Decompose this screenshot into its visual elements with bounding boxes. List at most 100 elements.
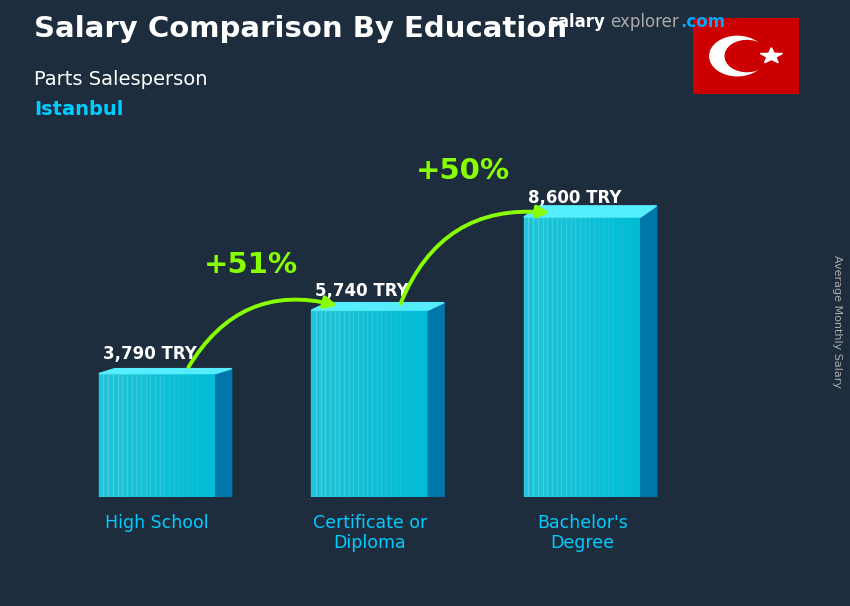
Bar xyxy=(386,310,391,497)
Bar xyxy=(410,310,414,497)
Polygon shape xyxy=(524,206,656,217)
Bar xyxy=(150,373,155,497)
Bar xyxy=(524,217,529,497)
Bar xyxy=(617,217,622,497)
Polygon shape xyxy=(428,302,444,497)
Bar xyxy=(382,310,386,497)
Bar xyxy=(589,217,594,497)
Text: 8,600 TRY: 8,600 TRY xyxy=(528,188,621,207)
Bar xyxy=(566,217,570,497)
Text: 5,740 TRY: 5,740 TRY xyxy=(315,282,409,300)
Polygon shape xyxy=(311,302,444,310)
Bar xyxy=(414,310,419,497)
Bar xyxy=(419,310,423,497)
Polygon shape xyxy=(760,48,783,63)
Text: salary: salary xyxy=(548,13,605,32)
FancyArrowPatch shape xyxy=(400,207,546,304)
Text: .com: .com xyxy=(680,13,725,32)
Bar xyxy=(113,373,117,497)
Bar xyxy=(395,310,400,497)
Bar xyxy=(613,217,617,497)
Polygon shape xyxy=(99,368,231,373)
Bar xyxy=(104,373,108,497)
Bar xyxy=(580,217,585,497)
Bar xyxy=(155,373,160,497)
Bar xyxy=(178,373,183,497)
Bar xyxy=(335,310,339,497)
Bar xyxy=(636,217,641,497)
Bar xyxy=(363,310,367,497)
Bar xyxy=(594,217,598,497)
Bar xyxy=(557,217,561,497)
Bar xyxy=(99,373,216,497)
Text: +50%: +50% xyxy=(416,158,510,185)
Bar xyxy=(575,217,580,497)
Bar xyxy=(608,217,613,497)
Text: Istanbul: Istanbul xyxy=(34,100,123,119)
Bar xyxy=(169,373,173,497)
Bar xyxy=(183,373,188,497)
Bar xyxy=(344,310,348,497)
Bar xyxy=(117,373,122,497)
Bar xyxy=(632,217,636,497)
Bar xyxy=(311,310,428,497)
Bar xyxy=(547,217,552,497)
Bar xyxy=(311,310,316,497)
Bar xyxy=(348,310,354,497)
Bar xyxy=(358,310,363,497)
Bar xyxy=(122,373,127,497)
Bar xyxy=(197,373,201,497)
Bar xyxy=(330,310,335,497)
Bar xyxy=(622,217,626,497)
Bar xyxy=(132,373,136,497)
Bar xyxy=(201,373,207,497)
Bar xyxy=(339,310,344,497)
Bar xyxy=(354,310,358,497)
Polygon shape xyxy=(216,368,231,497)
Bar xyxy=(211,373,216,497)
Text: Parts Salesperson: Parts Salesperson xyxy=(34,70,207,88)
Bar xyxy=(326,310,330,497)
Bar xyxy=(141,373,145,497)
Bar xyxy=(145,373,150,497)
Bar xyxy=(626,217,632,497)
Bar xyxy=(99,373,104,497)
Bar xyxy=(524,217,641,497)
Bar xyxy=(127,373,132,497)
Bar xyxy=(552,217,557,497)
Bar xyxy=(391,310,395,497)
Text: 3,790 TRY: 3,790 TRY xyxy=(103,345,196,363)
Bar xyxy=(604,217,608,497)
Bar xyxy=(136,373,141,497)
Bar xyxy=(529,217,533,497)
Bar xyxy=(160,373,164,497)
Text: explorer: explorer xyxy=(610,13,679,32)
Bar xyxy=(423,310,428,497)
Bar xyxy=(207,373,211,497)
Bar xyxy=(320,310,326,497)
Bar xyxy=(538,217,542,497)
Bar xyxy=(372,310,377,497)
Bar xyxy=(188,373,192,497)
Bar xyxy=(108,373,113,497)
Bar xyxy=(164,373,169,497)
Bar xyxy=(367,310,372,497)
Circle shape xyxy=(725,41,768,72)
Polygon shape xyxy=(641,206,656,497)
Text: +51%: +51% xyxy=(204,250,298,279)
Bar xyxy=(316,310,320,497)
Bar xyxy=(561,217,566,497)
FancyArrowPatch shape xyxy=(189,297,333,367)
Bar xyxy=(377,310,382,497)
Bar xyxy=(405,310,410,497)
Bar xyxy=(192,373,197,497)
Bar xyxy=(533,217,538,497)
Bar xyxy=(585,217,589,497)
Bar xyxy=(598,217,604,497)
Circle shape xyxy=(710,36,765,76)
Bar xyxy=(173,373,178,497)
Bar xyxy=(570,217,575,497)
Bar xyxy=(542,217,547,497)
Text: Salary Comparison By Education: Salary Comparison By Education xyxy=(34,15,567,43)
Bar xyxy=(400,310,405,497)
